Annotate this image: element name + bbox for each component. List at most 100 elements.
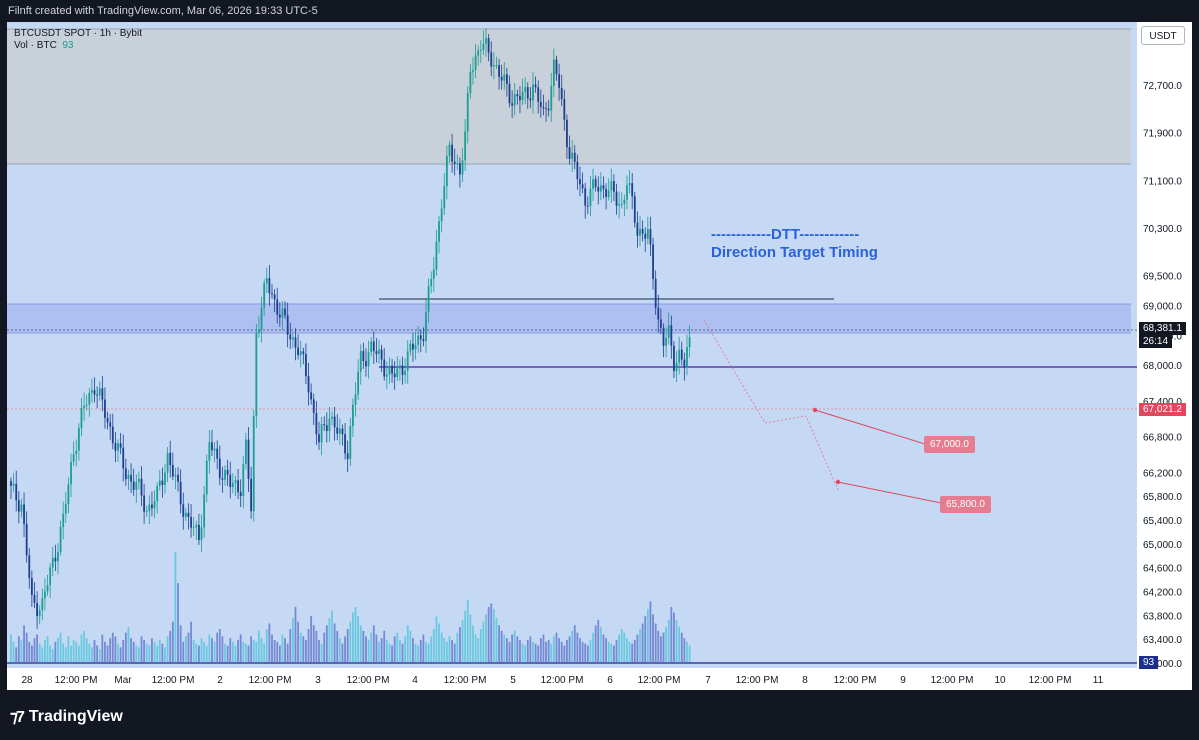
candle-body <box>534 84 537 88</box>
volume-bar <box>336 630 339 662</box>
candle-body <box>96 394 99 396</box>
chart-legend: BTCUSDT SPOT · 1h · Bybit Vol · BTC 93 <box>14 28 142 52</box>
candle-body <box>673 345 675 372</box>
volume-bar <box>459 627 461 662</box>
candle-body <box>242 463 245 497</box>
time-tick-label: 12:00 PM <box>736 675 779 686</box>
tradingview-logo[interactable]: ⁊7 TradingView <box>10 707 123 727</box>
volume-bar <box>597 619 600 662</box>
volume-bar <box>487 607 490 662</box>
candle-body <box>297 347 299 356</box>
candle-body <box>440 208 443 222</box>
volume-bar <box>469 614 472 662</box>
volume-bar <box>320 643 323 662</box>
price-tick-label: 65,400.0 <box>1143 516 1182 527</box>
target-point-1 <box>812 407 818 413</box>
volume-bar <box>265 629 268 662</box>
candle-body <box>631 183 634 197</box>
currency-button[interactable]: USDT <box>1141 26 1185 45</box>
time-axis[interactable] <box>7 668 1192 690</box>
time-tick-label: 7 <box>705 675 711 686</box>
candle-body <box>539 101 542 107</box>
candle-body <box>354 394 357 405</box>
volume-bar <box>30 645 33 662</box>
volume-bar <box>218 629 221 662</box>
volume-label: Vol · BTC <box>14 40 57 51</box>
time-tick-label: 12:00 PM <box>152 675 195 686</box>
time-tick-label: 12:00 PM <box>444 675 487 686</box>
volume-bar <box>46 636 49 662</box>
volume-bar <box>148 645 151 662</box>
volume-bar <box>385 640 388 662</box>
volume-bar <box>680 632 683 662</box>
volume-bar <box>252 640 255 662</box>
time-tick-label: 28 <box>21 675 33 686</box>
volume-bar <box>291 618 294 662</box>
volume-bar <box>683 638 686 662</box>
time-tick-label: 12:00 PM <box>1029 675 1072 686</box>
candle-body <box>302 351 305 355</box>
candle-body <box>469 71 472 94</box>
candle-body <box>404 370 407 376</box>
volume-bar <box>657 630 660 662</box>
volume-bar <box>370 632 373 662</box>
candle-body <box>432 269 435 279</box>
volume-bar <box>610 643 613 662</box>
volume-bar <box>448 636 451 662</box>
candle-body <box>352 404 354 427</box>
candle-body <box>675 362 678 372</box>
volume-bar <box>276 641 279 662</box>
volume-bar <box>124 632 127 662</box>
candle-body <box>36 602 38 617</box>
candle-body <box>375 351 378 355</box>
volume-bar <box>472 625 474 662</box>
candle-body <box>445 156 448 187</box>
volume-bar <box>398 640 401 662</box>
volume-bar <box>649 601 652 662</box>
candle-body <box>513 94 516 106</box>
candle-body <box>524 87 527 92</box>
candle-body <box>448 144 451 157</box>
volume-bar <box>174 552 177 662</box>
candle-body <box>568 147 571 159</box>
volume-bar <box>485 614 487 662</box>
candle-body <box>636 222 639 236</box>
candle-body <box>137 478 140 483</box>
candle-body <box>576 161 579 180</box>
candle-body <box>607 190 610 197</box>
candle-body <box>132 481 135 490</box>
candle-body <box>560 87 563 100</box>
volume-bar <box>226 645 229 662</box>
price-axis[interactable] <box>1137 22 1192 690</box>
candle-body <box>265 278 268 284</box>
candle-body <box>495 65 498 67</box>
volume-bar <box>667 619 670 662</box>
candle-body <box>597 187 600 192</box>
candle-body <box>17 500 20 512</box>
volume-bar <box>177 583 179 662</box>
candle-body <box>151 504 153 509</box>
candle-body <box>456 163 459 165</box>
price-tick-label: 64,600.0 <box>1143 564 1182 575</box>
volume-bar <box>318 640 320 662</box>
volume-bar <box>216 632 219 662</box>
candle-body <box>33 595 36 603</box>
price-chart[interactable]: 72,700.0 71,900.0 71,100.0 70,300.0 69,500.0… <box>7 22 1192 690</box>
volume-bar <box>644 616 647 662</box>
candle-body <box>114 442 117 451</box>
volume-bar <box>137 647 140 662</box>
candle-body <box>67 484 70 505</box>
candle-body <box>211 442 213 451</box>
candle-body <box>542 106 545 109</box>
volume-bar <box>451 640 453 662</box>
volume-bar <box>302 636 305 662</box>
price-tick-label: 71,100.0 <box>1143 176 1182 187</box>
volume-bar <box>519 640 521 662</box>
volume-bar <box>443 638 446 662</box>
volume-bar <box>453 643 456 662</box>
volume-bar <box>250 636 253 662</box>
time-tick-label: 4 <box>412 675 418 686</box>
price-tick-label: 72,700.0 <box>1143 81 1182 92</box>
volume-bar <box>315 630 318 662</box>
candle-body <box>628 183 631 186</box>
